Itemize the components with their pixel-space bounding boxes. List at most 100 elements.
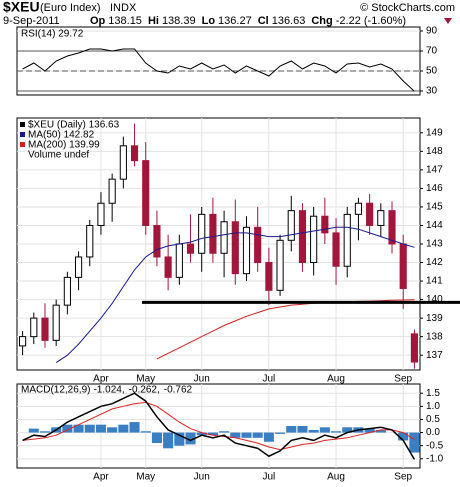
histogram-bar — [207, 432, 218, 436]
histogram-bar — [73, 424, 84, 433]
y-tick-label: 146 — [426, 183, 443, 194]
candle-body — [265, 262, 273, 291]
candle-body — [242, 226, 251, 275]
histogram-bar — [319, 427, 330, 433]
x-tick-label: Jul — [262, 472, 275, 482]
x-tick-label: Aug — [327, 374, 345, 385]
legend-entry: MA(200) 139.99 — [28, 140, 100, 151]
y-tick-label: 139 — [426, 313, 443, 324]
y-tick-label: 30 — [426, 86, 438, 97]
x-tick-label: Jun — [194, 374, 210, 385]
stat-value: -2.22 (-1.60%) — [336, 15, 406, 27]
credit: © StockCharts.com — [360, 2, 455, 14]
histogram-bar — [84, 424, 95, 433]
candle-body — [19, 336, 27, 347]
candle-body — [142, 160, 150, 226]
y-tick-label: 145 — [426, 202, 443, 213]
candle-body — [86, 224, 94, 258]
legend-swatch — [20, 132, 25, 137]
y-tick-label: 1.5 — [426, 388, 440, 399]
candle-body — [153, 224, 161, 258]
candle-body — [354, 202, 363, 215]
y-tick-label: 137 — [426, 350, 443, 361]
histogram-bar — [331, 431, 342, 433]
y-tick-label: 0.0 — [426, 427, 440, 438]
y-tick-label: 0.5 — [426, 414, 440, 425]
x-tick-label: Sep — [394, 472, 412, 482]
histogram-bar — [286, 426, 297, 433]
histogram-bar — [342, 427, 353, 433]
x-tick-label: Jun — [194, 472, 210, 482]
histogram-bar — [297, 426, 308, 433]
legend-entry: RSI(14) 29.72 — [21, 29, 84, 40]
candle-body — [321, 215, 329, 234]
exchange: INDX — [110, 2, 137, 14]
y-tick-label: 144 — [426, 220, 443, 231]
stat-value: 136.63 — [272, 15, 306, 27]
y-tick-label: 141 — [426, 276, 443, 287]
legend-swatch — [20, 142, 25, 147]
candle-body — [30, 317, 38, 338]
series-line — [22, 392, 416, 460]
candle-body — [108, 178, 116, 204]
histogram-bar — [163, 432, 174, 449]
histogram-bar — [185, 432, 196, 445]
legend-title: MACD(12,26,9) — [21, 385, 90, 396]
stat-value: 138.15 — [108, 15, 142, 27]
y-tick-label: 147 — [426, 165, 443, 176]
y-tick-label: 138 — [426, 331, 443, 342]
legend-volume: Volume undef — [28, 150, 89, 161]
candle-body — [164, 256, 172, 278]
stat-label: Hi — [148, 15, 159, 27]
candle-body — [276, 239, 284, 291]
histogram-bar — [409, 432, 420, 453]
x-tick-label: Apr — [93, 374, 109, 385]
stat-label: Cl — [258, 15, 269, 27]
histogram-bar — [398, 432, 409, 441]
legend-entry: -1.024, — [93, 385, 124, 396]
stat-label: Lo — [202, 15, 216, 27]
candle-body — [287, 210, 295, 241]
histogram-bar — [39, 431, 51, 433]
candle-body — [119, 145, 127, 180]
candle-body — [41, 317, 49, 341]
histogram-bar — [140, 431, 151, 433]
series-line — [22, 48, 415, 92]
candle-body — [298, 210, 307, 264]
candle-body — [310, 215, 318, 264]
legend-swatch — [20, 122, 25, 127]
candle-body — [366, 202, 374, 226]
x-tick-label: May — [136, 472, 155, 482]
candle-body — [175, 243, 183, 278]
histogram-bar — [364, 428, 375, 433]
candle-body — [254, 226, 262, 264]
histogram-bar — [308, 429, 319, 433]
panel-frame — [16, 26, 421, 96]
y-tick-label: 148 — [426, 146, 443, 157]
candle-body — [52, 304, 60, 341]
date: 9-Sep-2011 — [3, 15, 60, 27]
histogram-bar — [263, 432, 274, 442]
histogram-bar — [151, 432, 162, 444]
symbol: $XEU — [3, 0, 40, 15]
candle-body — [186, 243, 195, 254]
legend-entry: -0.762 — [164, 385, 193, 396]
legend-entry: -0.262, — [129, 385, 160, 396]
legend-entry: $XEU (Daily) 136.63 — [28, 120, 120, 131]
stat-label: Op — [90, 15, 106, 27]
candle-body — [377, 210, 385, 226]
histogram-bar — [241, 432, 252, 438]
x-tick-label: Jul — [262, 374, 275, 385]
y-tick-label: 140 — [426, 294, 443, 305]
x-tick-label: Apr — [93, 472, 109, 482]
panel-frame — [16, 383, 421, 469]
x-tick-label: Aug — [327, 472, 345, 482]
histogram-bar — [174, 432, 185, 446]
histogram-bar — [129, 422, 140, 433]
histogram-bar — [219, 431, 230, 433]
stat-value: 138.39 — [162, 15, 196, 27]
candle-body — [198, 213, 206, 254]
y-tick-label: 90 — [426, 26, 438, 37]
y-tick-label: -1.0 — [426, 453, 444, 464]
